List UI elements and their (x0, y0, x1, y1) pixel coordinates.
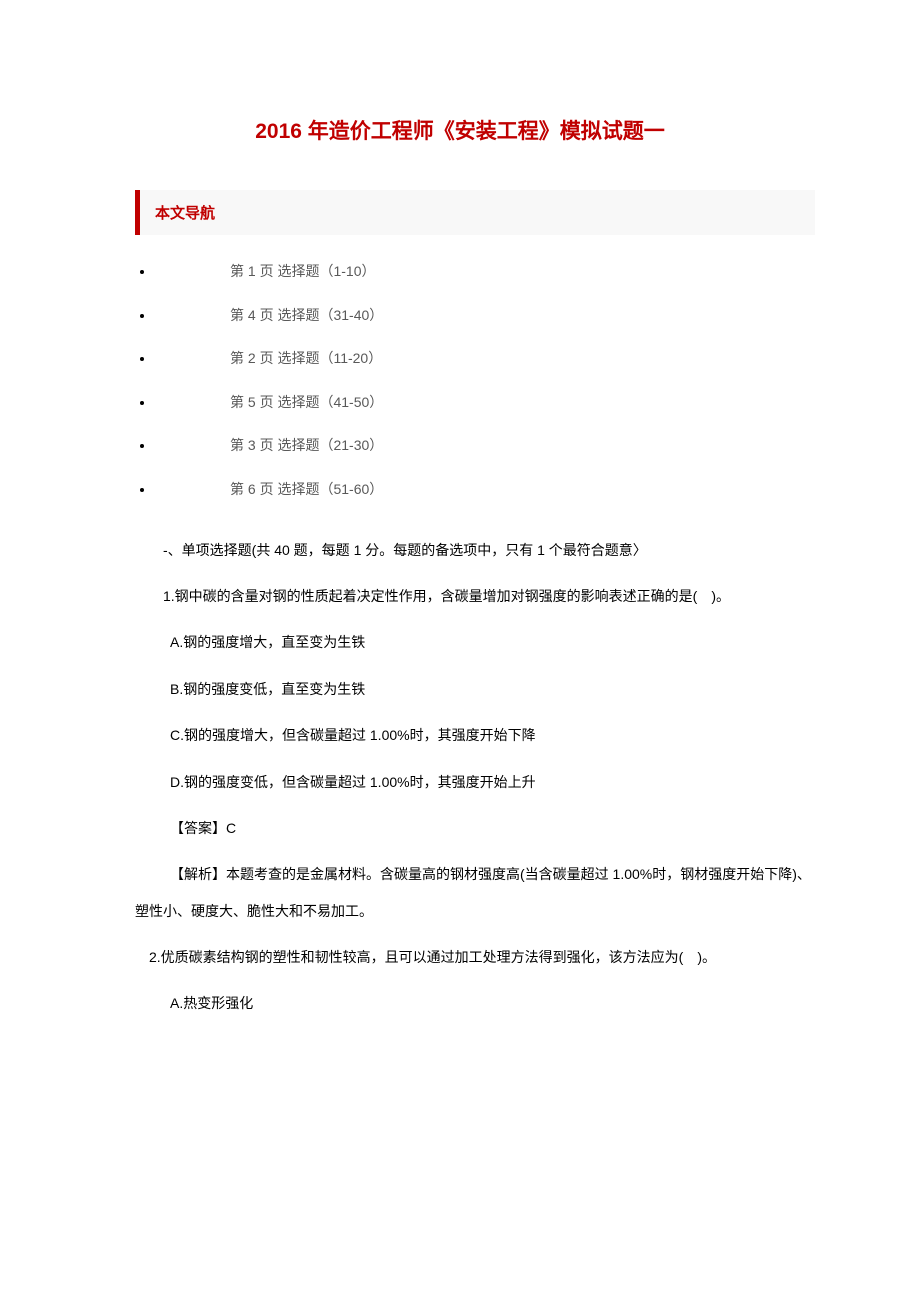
nav-item[interactable]: 第 2 页 选择题（11-20） (155, 337, 815, 381)
question-stem: 2.优质碳素结构钢的塑性和韧性较高，且可以通过加工处理方法得到强化，该方法应为(… (135, 939, 815, 975)
question-option: B.钢的强度变低，直至变为生铁 (135, 671, 815, 707)
nav-item[interactable]: 第 1 页 选择题（1-10） (155, 250, 815, 294)
section-header: -、单项选择题(共 40 题，每题 1 分。每题的备选项中，只有 1 个最符合题… (135, 532, 815, 568)
question-stem: 1.钢中碳的含量对钢的性质起着决定性作用，含碳量增加对钢强度的影响表述正确的是(… (135, 578, 815, 614)
nav-header: 本文导航 (135, 190, 815, 235)
nav-list: 第 1 页 选择题（1-10） 第 4 页 选择题（31-40） 第 2 页 选… (135, 250, 815, 512)
explanation-text: 【解析】本题考查的是金属材料。含碳量高的钢材强度高(当含碳量超过 1.00%时，… (135, 856, 815, 929)
question-option: D.钢的强度变低，但含碳量超过 1.00%时，其强度开始上升 (135, 764, 815, 800)
nav-item[interactable]: 第 6 页 选择题（51-60） (155, 468, 815, 512)
document-title: 2016 年造价工程师《安装工程》模拟试题一 (0, 115, 920, 145)
answer-label: 【答案】C (135, 810, 815, 846)
nav-item[interactable]: 第 3 页 选择题（21-30） (155, 424, 815, 468)
navigation-box: 本文导航 第 1 页 选择题（1-10） 第 4 页 选择题（31-40） 第 … (135, 190, 815, 512)
nav-item[interactable]: 第 4 页 选择题（31-40） (155, 294, 815, 338)
question-option: C.钢的强度增大，但含碳量超过 1.00%时，其强度开始下降 (135, 717, 815, 753)
question-option: A.钢的强度增大，直至变为生铁 (135, 624, 815, 660)
content-area: -、单项选择题(共 40 题，每题 1 分。每题的备选项中，只有 1 个最符合题… (135, 532, 815, 1022)
nav-item[interactable]: 第 5 页 选择题（41-50） (155, 381, 815, 425)
question-option: A.热变形强化 (135, 985, 815, 1021)
